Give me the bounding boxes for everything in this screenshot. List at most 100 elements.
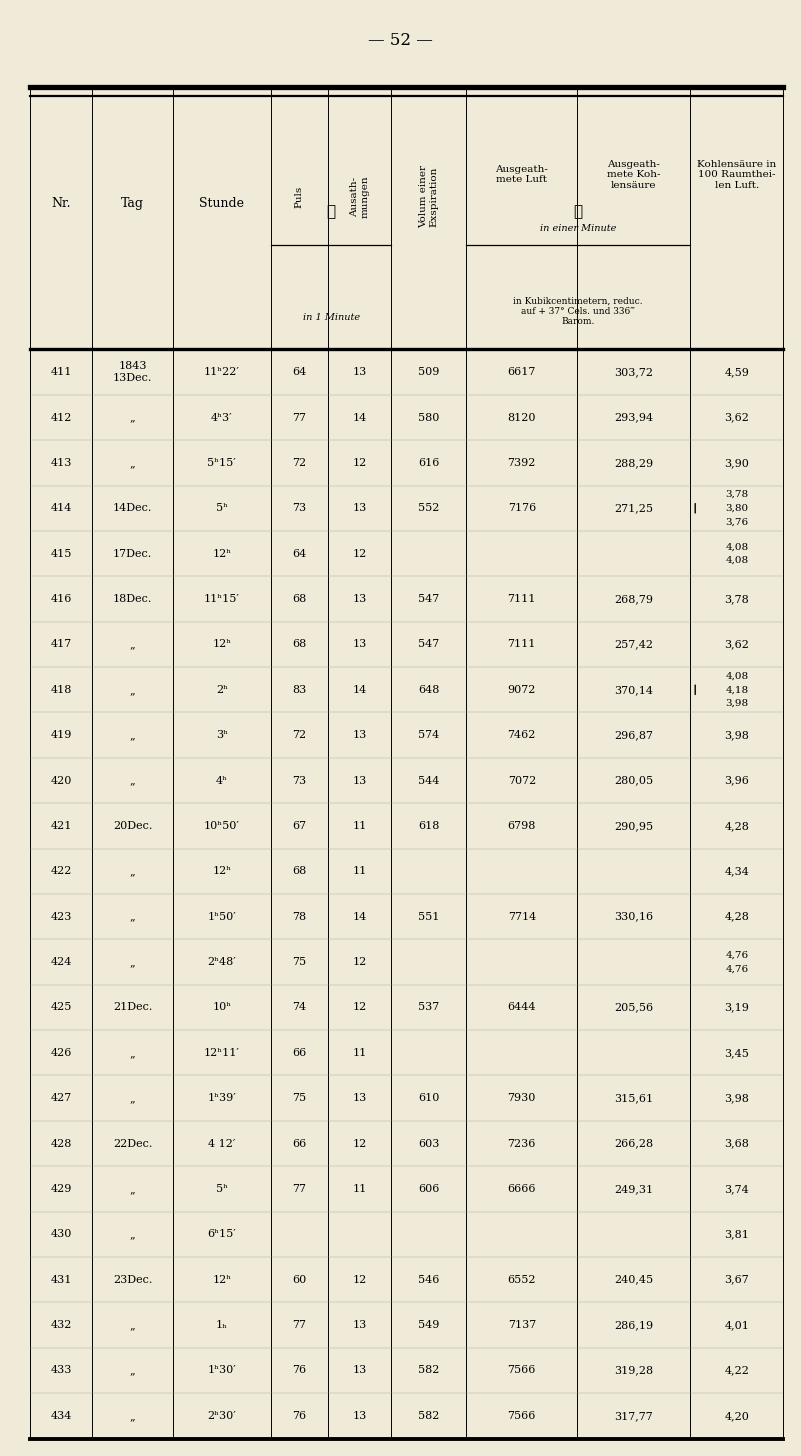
Text: 7176: 7176 xyxy=(508,504,536,514)
Text: 1ʰ39′: 1ʰ39′ xyxy=(207,1093,236,1104)
Text: 257,42: 257,42 xyxy=(614,639,654,649)
Text: 3,76: 3,76 xyxy=(726,517,748,527)
Text: 13: 13 xyxy=(352,1411,367,1421)
Text: 3,80: 3,80 xyxy=(726,504,748,513)
Text: 11: 11 xyxy=(352,821,367,831)
Text: 205,56: 205,56 xyxy=(614,1002,654,1012)
Text: Ausgeath-
mete Luft: Ausgeath- mete Luft xyxy=(495,165,548,185)
Text: 4,20: 4,20 xyxy=(724,1411,749,1421)
Text: 14: 14 xyxy=(352,911,367,922)
Text: 14Dec.: 14Dec. xyxy=(113,504,152,514)
Text: — 52 —: — 52 — xyxy=(368,32,433,50)
Text: 68: 68 xyxy=(292,594,307,604)
Text: 7714: 7714 xyxy=(508,911,536,922)
Text: 68: 68 xyxy=(292,639,307,649)
Text: 73: 73 xyxy=(292,776,307,786)
Text: 11: 11 xyxy=(352,1048,367,1059)
Text: in 1 Minute: in 1 Minute xyxy=(303,313,360,322)
Text: 4,08: 4,08 xyxy=(726,542,748,552)
Text: 60: 60 xyxy=(292,1274,307,1284)
Text: 12: 12 xyxy=(352,549,367,559)
Text: 293,94: 293,94 xyxy=(614,412,654,422)
Text: 290,95: 290,95 xyxy=(614,821,654,831)
Text: 2ʰ: 2ʰ xyxy=(215,684,227,695)
Text: 430: 430 xyxy=(50,1229,72,1239)
Text: 280,05: 280,05 xyxy=(614,776,654,786)
Text: 13: 13 xyxy=(352,729,367,740)
Text: 12: 12 xyxy=(352,1274,367,1284)
Text: „: „ xyxy=(130,684,135,695)
Text: 6798: 6798 xyxy=(508,821,536,831)
Text: 72: 72 xyxy=(292,457,307,467)
Text: 315,61: 315,61 xyxy=(614,1093,654,1104)
Text: 3,98: 3,98 xyxy=(724,1093,749,1104)
Text: 432: 432 xyxy=(50,1321,72,1331)
Text: 433: 433 xyxy=(50,1366,72,1376)
Text: „: „ xyxy=(130,776,135,786)
Text: 4,22: 4,22 xyxy=(724,1366,749,1376)
Text: 64: 64 xyxy=(292,549,307,559)
Text: 509: 509 xyxy=(418,367,440,377)
Text: 3,90: 3,90 xyxy=(724,457,749,467)
Text: 3,98: 3,98 xyxy=(726,699,748,708)
Text: „: „ xyxy=(130,1184,135,1194)
Text: 412: 412 xyxy=(50,412,72,422)
Text: Ausath-
mungen: Ausath- mungen xyxy=(350,175,369,218)
Text: 74: 74 xyxy=(292,1002,307,1012)
Text: 20Dec.: 20Dec. xyxy=(113,821,152,831)
Text: Ausgeath-
mete Koh-
lensäure: Ausgeath- mete Koh- lensäure xyxy=(607,160,661,189)
Text: 23Dec.: 23Dec. xyxy=(113,1274,152,1284)
Text: 434: 434 xyxy=(50,1411,72,1421)
Text: 13: 13 xyxy=(352,1321,367,1331)
Text: Nr.: Nr. xyxy=(52,198,71,210)
Text: 4,76: 4,76 xyxy=(726,951,748,960)
Text: 5ʰ: 5ʰ xyxy=(215,504,227,514)
Text: 552: 552 xyxy=(418,504,440,514)
Text: 12ʰ: 12ʰ xyxy=(212,549,231,559)
Text: 13: 13 xyxy=(352,776,367,786)
Text: 240,45: 240,45 xyxy=(614,1274,654,1284)
Text: 6617: 6617 xyxy=(508,367,536,377)
Text: 3,67: 3,67 xyxy=(725,1274,749,1284)
Text: 73: 73 xyxy=(292,504,307,514)
Text: 11ʰ15′: 11ʰ15′ xyxy=(204,594,239,604)
Text: 4,76: 4,76 xyxy=(726,964,748,974)
Text: 420: 420 xyxy=(50,776,72,786)
Text: 429: 429 xyxy=(50,1184,72,1194)
Text: 544: 544 xyxy=(418,776,440,786)
Text: 582: 582 xyxy=(418,1366,440,1376)
Text: 64: 64 xyxy=(292,367,307,377)
Text: 3,68: 3,68 xyxy=(724,1139,749,1149)
Text: 7392: 7392 xyxy=(508,457,536,467)
Text: 10ʰ50′: 10ʰ50′ xyxy=(204,821,239,831)
Text: 11: 11 xyxy=(352,866,367,877)
Text: „: „ xyxy=(130,639,135,649)
Text: 13: 13 xyxy=(352,639,367,649)
Text: in Kubikcentimetern, reduc.
auf + 37° Cels. und 336‴
Barom.: in Kubikcentimetern, reduc. auf + 37° Ce… xyxy=(513,297,643,326)
Text: 7072: 7072 xyxy=(508,776,536,786)
Text: 317,77: 317,77 xyxy=(614,1411,654,1421)
Text: Volum einer
Exspiration: Volum einer Exspiration xyxy=(419,165,438,229)
Text: 83: 83 xyxy=(292,684,307,695)
Text: 4,34: 4,34 xyxy=(724,866,749,877)
Text: 13: 13 xyxy=(352,504,367,514)
Text: 3,98: 3,98 xyxy=(724,729,749,740)
Text: 4,28: 4,28 xyxy=(724,911,749,922)
Text: 288,29: 288,29 xyxy=(614,457,654,467)
Text: 7566: 7566 xyxy=(508,1366,536,1376)
Text: „: „ xyxy=(130,1366,135,1376)
Text: Kohlensäure in
100 Raumthei-
len Luft.: Kohlensäure in 100 Raumthei- len Luft. xyxy=(697,160,776,189)
Text: 4,08: 4,08 xyxy=(726,556,748,565)
Text: 12ʰ: 12ʰ xyxy=(212,1274,231,1284)
Text: „: „ xyxy=(130,729,135,740)
Text: 66: 66 xyxy=(292,1048,307,1059)
Text: Puls: Puls xyxy=(295,185,304,208)
Text: 6552: 6552 xyxy=(508,1274,536,1284)
Text: 13: 13 xyxy=(352,1366,367,1376)
Text: 12: 12 xyxy=(352,457,367,467)
Text: 546: 546 xyxy=(418,1274,440,1284)
Text: 77: 77 xyxy=(292,412,306,422)
Text: 4ʰ: 4ʰ xyxy=(215,776,227,786)
Text: 3,96: 3,96 xyxy=(724,776,749,786)
Text: 3,81: 3,81 xyxy=(724,1229,749,1239)
